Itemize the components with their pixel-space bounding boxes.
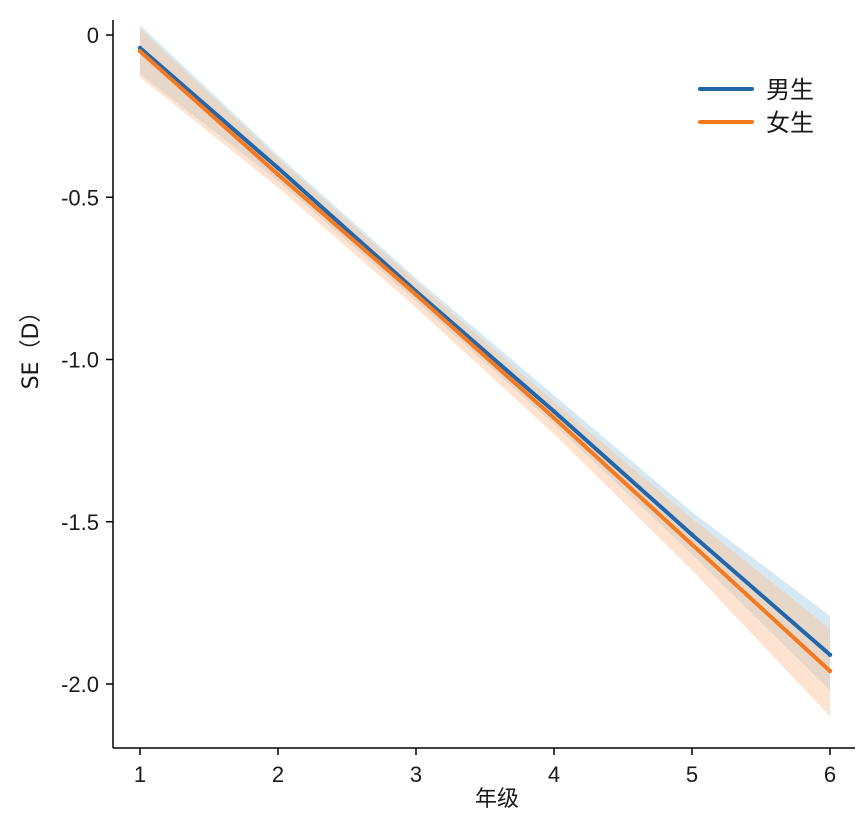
y-tick-label: -0.5 [61, 185, 99, 210]
data-point [827, 668, 833, 674]
x-tick-label: 3 [410, 762, 422, 787]
confidence-bands [140, 25, 830, 717]
y-tick-label: -1.5 [61, 510, 99, 535]
legend-label-1: 男生 [766, 76, 814, 104]
data-point [689, 532, 695, 537]
data-point [275, 165, 281, 171]
x-tick-label: 4 [548, 762, 560, 787]
axes: 1 2 3 4 5 6 0 -0.5 -1.0 -1.5 -2.0 [61, 20, 855, 787]
data-point [551, 415, 557, 421]
x-tick-label: 2 [272, 762, 284, 787]
data-point [689, 542, 695, 547]
data-point [413, 292, 419, 297]
data-point [551, 409, 557, 414]
y-axis-title: SE（D） [19, 301, 44, 390]
data-point [275, 172, 281, 177]
series-line-2 [138, 49, 832, 674]
x-tick-label: 5 [686, 762, 698, 787]
y-tick-label: -1.0 [61, 348, 99, 373]
y-tick-label: -2.0 [61, 672, 99, 697]
series-lines [137, 45, 833, 674]
data-point [137, 49, 143, 54]
x-tick-label: 6 [824, 762, 836, 787]
x-axis-title: 年级 [475, 787, 519, 812]
series-line-1 [138, 45, 832, 657]
legend-label-2: 女生 [766, 109, 814, 137]
x-tick-label: 1 [134, 762, 146, 787]
confidence-band-2 [140, 28, 830, 717]
data-point [827, 652, 833, 657]
data-point [137, 45, 143, 51]
y-tick-label: 0 [87, 23, 99, 48]
